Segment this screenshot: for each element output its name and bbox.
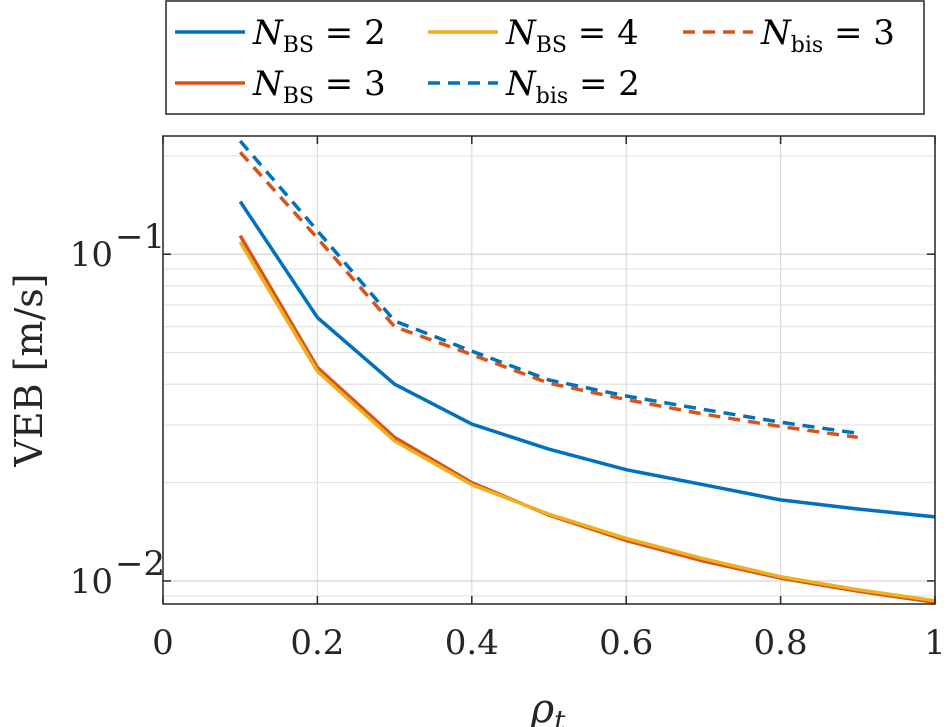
- x-tick-label: 0.2: [290, 623, 344, 663]
- legend: NBS = 2 NBS = 4 Nbis = 3 NBS = 3 Nbis = 2: [165, 0, 925, 115]
- series-line-2: [238, 234, 936, 605]
- legend-entry-label: Nbis = 3: [760, 13, 895, 58]
- x-tick-label: 0.6: [599, 623, 653, 663]
- series-line-4: [238, 139, 859, 436]
- x-tick-label: 0: [152, 623, 174, 663]
- y-axis-label: VEB [m/s]: [7, 273, 51, 467]
- grid: [162, 136, 936, 604]
- x-axis-label: ρt: [530, 686, 567, 727]
- y-tick-label-exponent: −1: [115, 217, 165, 257]
- x-tick-label: 0.4: [445, 623, 499, 663]
- legend-entry-label: Nbis = 2: [505, 64, 640, 109]
- legend-box: [165, 0, 925, 115]
- series-line-5: [238, 151, 859, 440]
- y-tick-label: 10: [70, 235, 113, 275]
- series-line-3: [238, 241, 936, 603]
- plot-area-frame: [162, 135, 936, 605]
- legend-entry-label: NBS = 3: [252, 64, 386, 109]
- series-line-1: [238, 200, 936, 519]
- legend-entry-label: NBS = 2: [252, 13, 386, 58]
- x-tick-label: 1: [924, 623, 946, 663]
- x-tick-label: 0.8: [754, 623, 808, 663]
- y-tick-label-exponent: −2: [115, 544, 165, 584]
- x-axis-ticks: 0 0.2 0.4 0.6 0.8 1: [152, 136, 946, 663]
- legend-entry-label: NBS = 4: [505, 13, 639, 58]
- y-tick-label: 10: [70, 562, 113, 602]
- x-axis-label-subscript: t: [554, 704, 566, 727]
- series-lines: [238, 139, 936, 605]
- y-axis-ticks: 10−210−1: [70, 217, 935, 602]
